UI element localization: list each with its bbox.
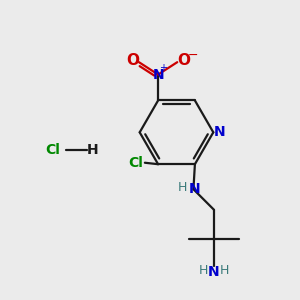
Text: Cl: Cl [45,143,60,157]
Text: N: N [189,182,201,196]
Text: H: H [220,264,229,277]
Text: −: − [187,49,198,62]
Text: H: H [199,264,208,277]
Text: N: N [208,265,220,279]
Text: H: H [87,143,98,157]
Text: +: + [159,63,167,73]
Text: H: H [178,181,187,194]
Text: O: O [126,53,139,68]
Text: O: O [177,53,190,68]
Text: Cl: Cl [129,156,143,170]
Text: N: N [152,68,164,82]
Text: N: N [214,125,226,139]
